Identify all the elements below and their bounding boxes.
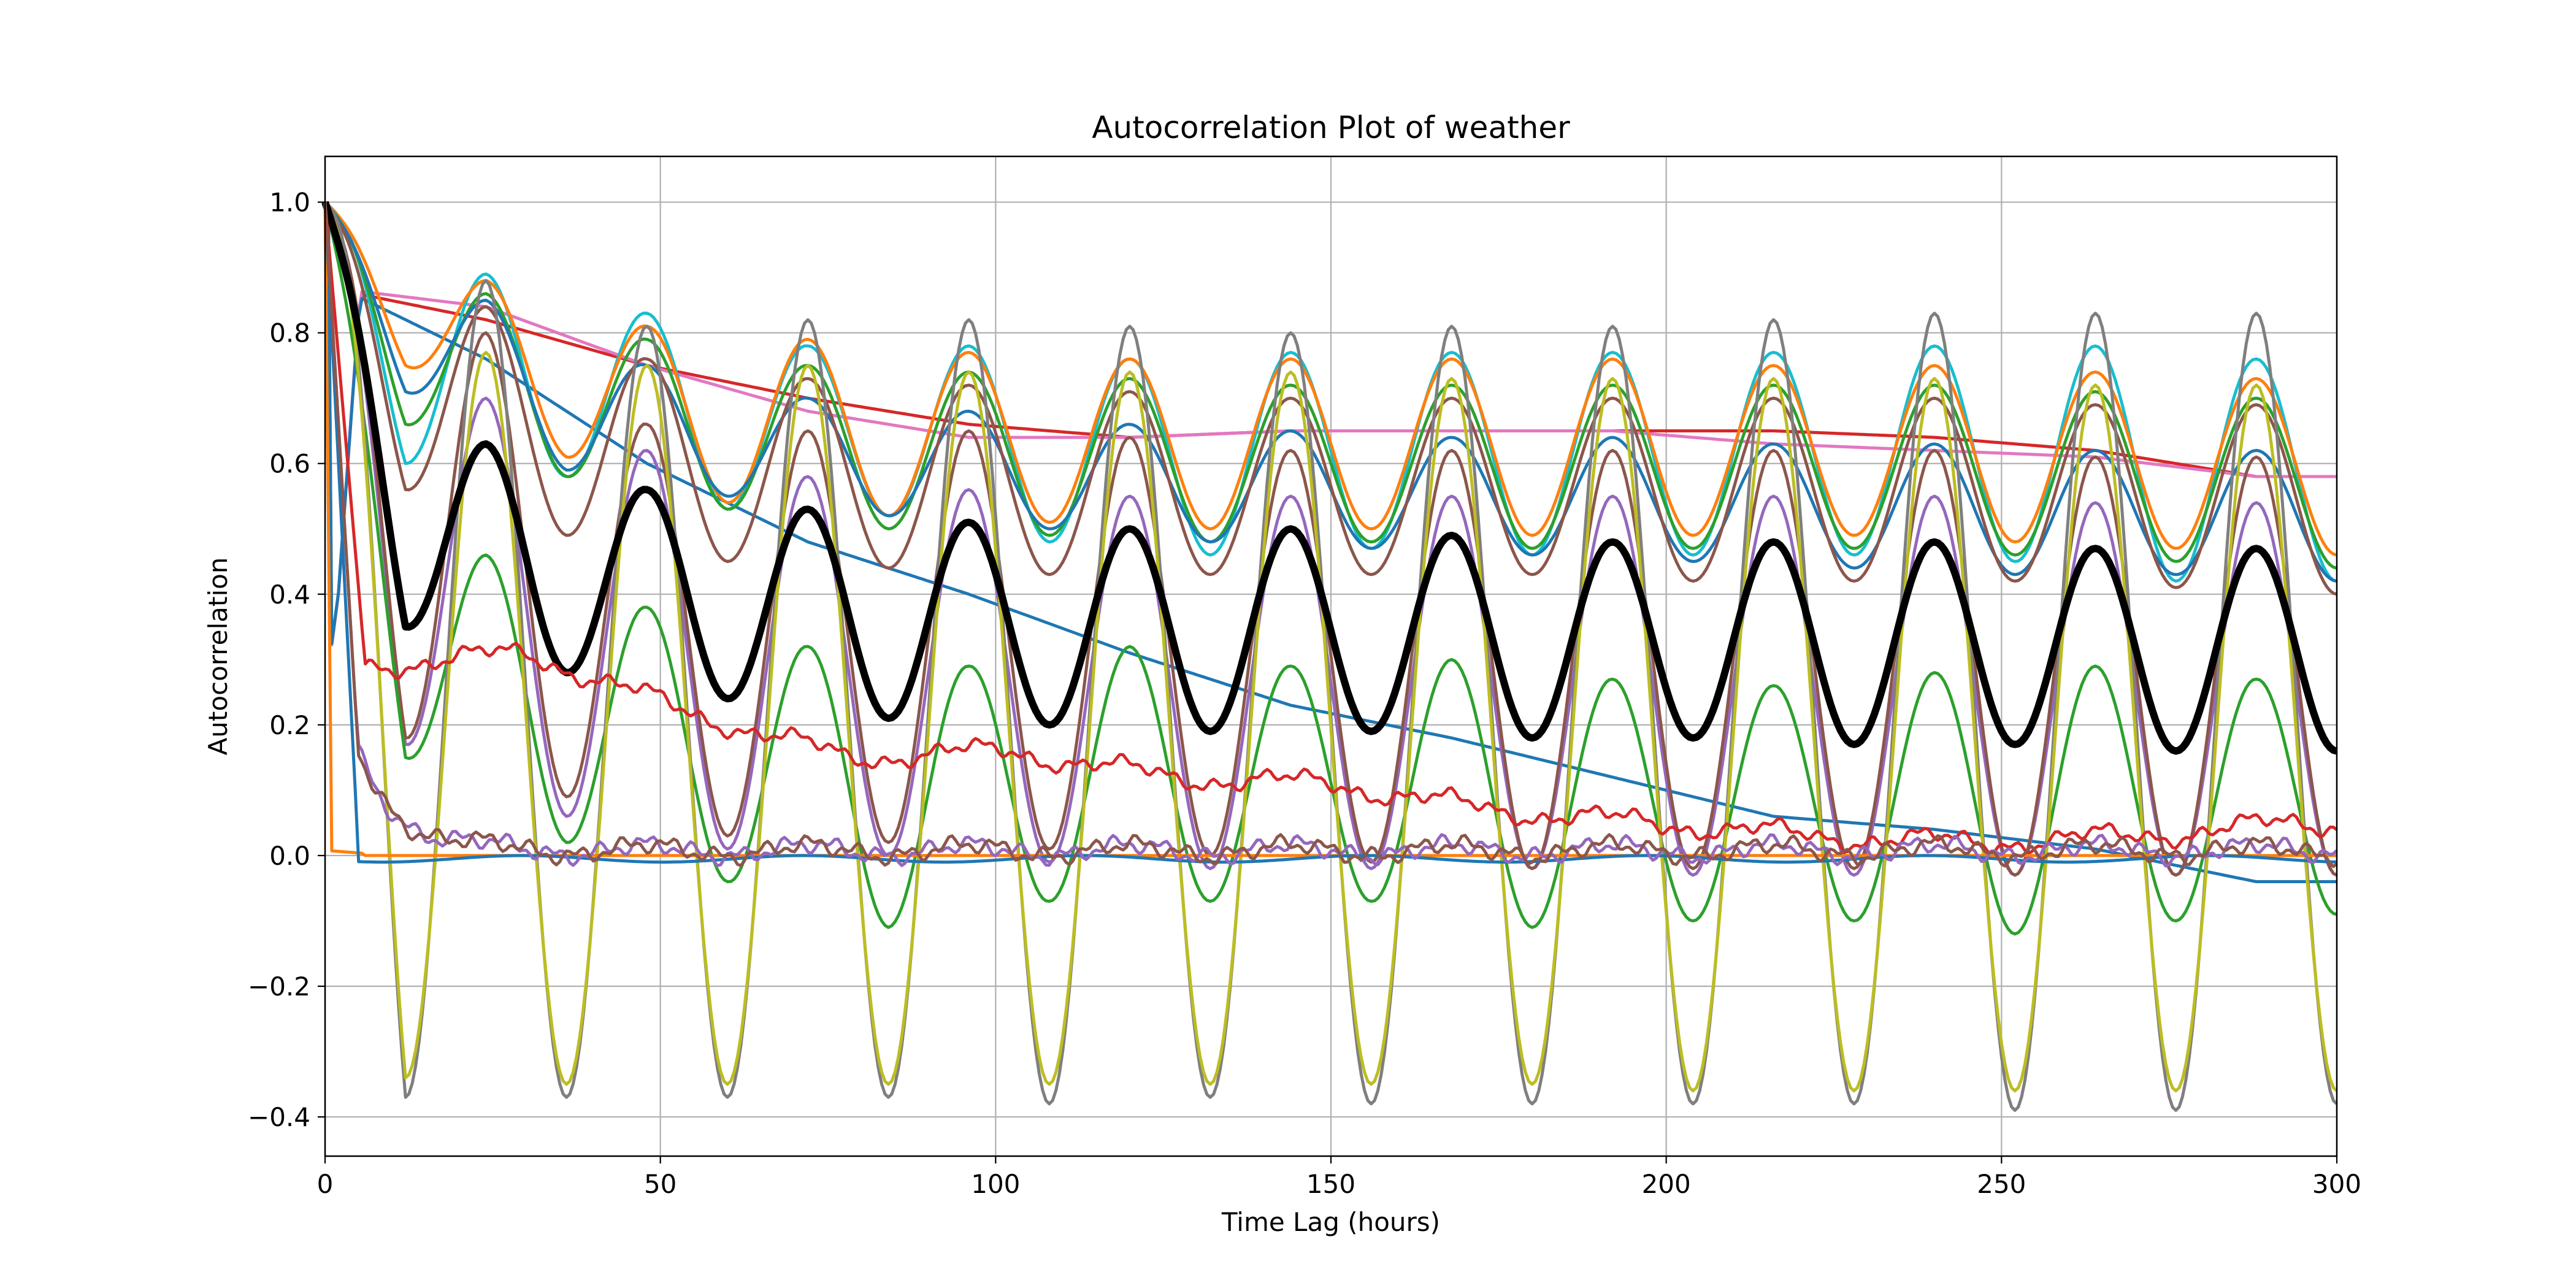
x-tick-label: 100	[971, 1169, 1020, 1199]
y-axis-label: Autocorrelation	[203, 558, 233, 756]
y-tick-label: 0.4	[269, 580, 310, 610]
series-line	[323, 202, 2338, 868]
series-line	[323, 202, 2337, 864]
series-line	[323, 201, 2338, 1092]
x-tick-label: 0	[317, 1169, 334, 1199]
x-tick-label: 250	[1977, 1169, 2026, 1199]
x-axis-label: Time Lag (hours)	[1221, 1207, 1440, 1237]
x-tick-label: 50	[644, 1169, 677, 1199]
series-line	[323, 201, 2338, 877]
series-line	[324, 201, 2337, 570]
series-line	[324, 201, 2337, 583]
series-line	[321, 201, 2338, 755]
series-lines	[321, 201, 2338, 1112]
y-tick-label: −0.2	[248, 972, 310, 1002]
y-tick-label: 0.8	[269, 318, 310, 348]
y-tick-label: −0.4	[248, 1102, 310, 1132]
y-tick-label: 0.2	[269, 710, 310, 740]
series-line	[323, 202, 2338, 868]
chart-title: Autocorrelation Plot of weather	[1092, 110, 1570, 145]
series-line	[323, 202, 2337, 936]
y-tick-label: 1.0	[269, 188, 310, 218]
axis-ticks: 0 50 100 150 200 250 300 −0.4 −0.2 0.0 0.2 0.4 0.6 0.…	[248, 188, 2361, 1199]
x-tick-label: 200	[1642, 1169, 1691, 1199]
series-line	[324, 201, 2337, 557]
y-tick-label: 0.6	[269, 449, 310, 479]
x-tick-label: 150	[1306, 1169, 1355, 1199]
series-line	[323, 202, 2338, 856]
y-tick-label: 0.0	[269, 841, 310, 871]
x-tick-label: 300	[2312, 1169, 2361, 1199]
